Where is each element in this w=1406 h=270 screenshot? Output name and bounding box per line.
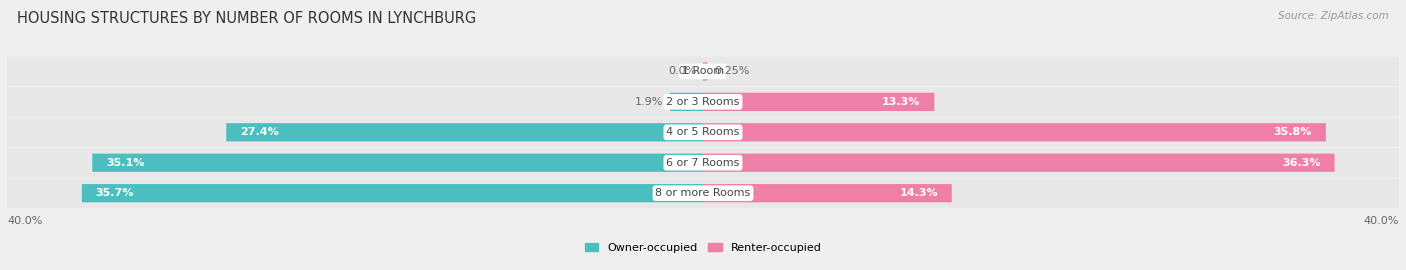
Text: 0.25%: 0.25% xyxy=(714,66,749,76)
Text: 40.0%: 40.0% xyxy=(1364,216,1399,226)
FancyBboxPatch shape xyxy=(703,62,707,80)
FancyBboxPatch shape xyxy=(7,148,1399,177)
Text: 35.8%: 35.8% xyxy=(1274,127,1312,137)
FancyBboxPatch shape xyxy=(703,154,1334,172)
Text: HOUSING STRUCTURES BY NUMBER OF ROOMS IN LYNCHBURG: HOUSING STRUCTURES BY NUMBER OF ROOMS IN… xyxy=(17,11,477,26)
FancyBboxPatch shape xyxy=(82,184,703,202)
Text: 35.1%: 35.1% xyxy=(107,158,145,168)
Text: 1.9%: 1.9% xyxy=(634,97,664,107)
Text: 13.3%: 13.3% xyxy=(882,97,921,107)
Text: 1 Room: 1 Room xyxy=(682,66,724,76)
FancyBboxPatch shape xyxy=(93,154,703,172)
FancyBboxPatch shape xyxy=(7,118,1399,147)
Text: 14.3%: 14.3% xyxy=(900,188,938,198)
Text: 36.3%: 36.3% xyxy=(1282,158,1320,168)
Legend: Owner-occupied, Renter-occupied: Owner-occupied, Renter-occupied xyxy=(581,238,825,257)
Text: Source: ZipAtlas.com: Source: ZipAtlas.com xyxy=(1278,11,1389,21)
Text: 8 or more Rooms: 8 or more Rooms xyxy=(655,188,751,198)
Text: 40.0%: 40.0% xyxy=(7,216,42,226)
FancyBboxPatch shape xyxy=(669,93,703,111)
Text: 4 or 5 Rooms: 4 or 5 Rooms xyxy=(666,127,740,137)
FancyBboxPatch shape xyxy=(226,123,703,141)
FancyBboxPatch shape xyxy=(703,93,935,111)
Text: 27.4%: 27.4% xyxy=(240,127,278,137)
Text: 6 or 7 Rooms: 6 or 7 Rooms xyxy=(666,158,740,168)
Text: 2 or 3 Rooms: 2 or 3 Rooms xyxy=(666,97,740,107)
Text: 0.0%: 0.0% xyxy=(668,66,696,76)
FancyBboxPatch shape xyxy=(703,123,1326,141)
Text: 35.7%: 35.7% xyxy=(96,188,134,198)
FancyBboxPatch shape xyxy=(703,184,952,202)
FancyBboxPatch shape xyxy=(7,178,1399,208)
FancyBboxPatch shape xyxy=(7,57,1399,86)
FancyBboxPatch shape xyxy=(7,87,1399,116)
